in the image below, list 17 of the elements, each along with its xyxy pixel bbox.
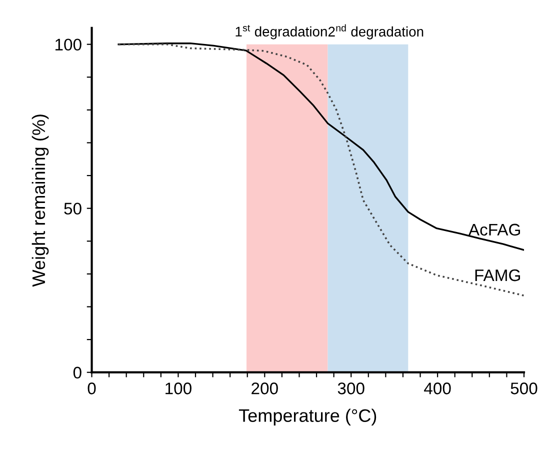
x-tick-label: 0 <box>88 382 96 394</box>
x-tick-label: 200 <box>252 382 278 394</box>
x-tick-label: 300 <box>338 382 364 394</box>
y-tick-label: 100 <box>56 38 82 51</box>
x-tick-label: 500 <box>510 382 538 394</box>
x-axis-title: Temperature (°C) <box>238 408 376 426</box>
line-series <box>118 43 524 297</box>
series-label: FAMG <box>475 269 520 282</box>
y-tick-label: 50 <box>64 202 82 215</box>
band-label: 2$^{nd}$ degradation <box>328 24 424 40</box>
x-tick-label: 100 <box>166 382 192 394</box>
series-label: AcFAG <box>468 224 520 236</box>
y-tick-label: 0 <box>73 366 82 379</box>
line-series <box>118 42 524 251</box>
x-tick-label: 400 <box>424 382 451 394</box>
band-label: 1$^{st}$ degradation <box>236 24 327 40</box>
y-axis-title: Weight remaining (%) <box>32 114 49 287</box>
